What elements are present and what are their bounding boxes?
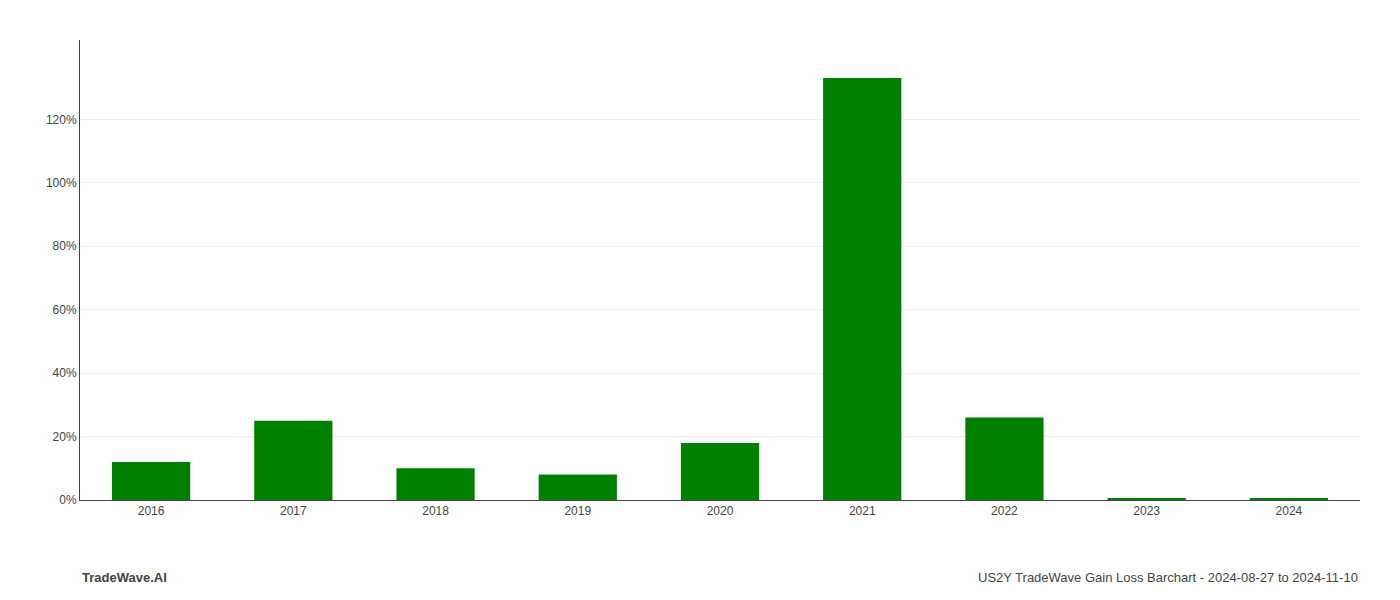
svg-text:2019: 2019 xyxy=(564,504,591,518)
svg-text:US2Y TradeWave Gain Loss Barch: US2Y TradeWave Gain Loss Barchart - 2024… xyxy=(978,570,1358,585)
svg-text:60%: 60% xyxy=(53,303,77,317)
svg-text:2017: 2017 xyxy=(280,504,307,518)
svg-text:2016: 2016 xyxy=(138,504,165,518)
svg-text:2021: 2021 xyxy=(849,504,876,518)
svg-text:2018: 2018 xyxy=(422,504,449,518)
svg-text:0%: 0% xyxy=(59,493,77,507)
svg-text:120%: 120% xyxy=(46,113,77,127)
svg-text:2023: 2023 xyxy=(1133,504,1160,518)
svg-text:TradeWave.AI: TradeWave.AI xyxy=(82,570,167,585)
svg-text:2024: 2024 xyxy=(1276,504,1303,518)
svg-text:2020: 2020 xyxy=(707,504,734,518)
svg-text:20%: 20% xyxy=(53,430,77,444)
svg-text:100%: 100% xyxy=(46,176,77,190)
svg-text:40%: 40% xyxy=(53,366,77,380)
svg-text:2022: 2022 xyxy=(991,504,1018,518)
svg-text:80%: 80% xyxy=(53,239,77,253)
